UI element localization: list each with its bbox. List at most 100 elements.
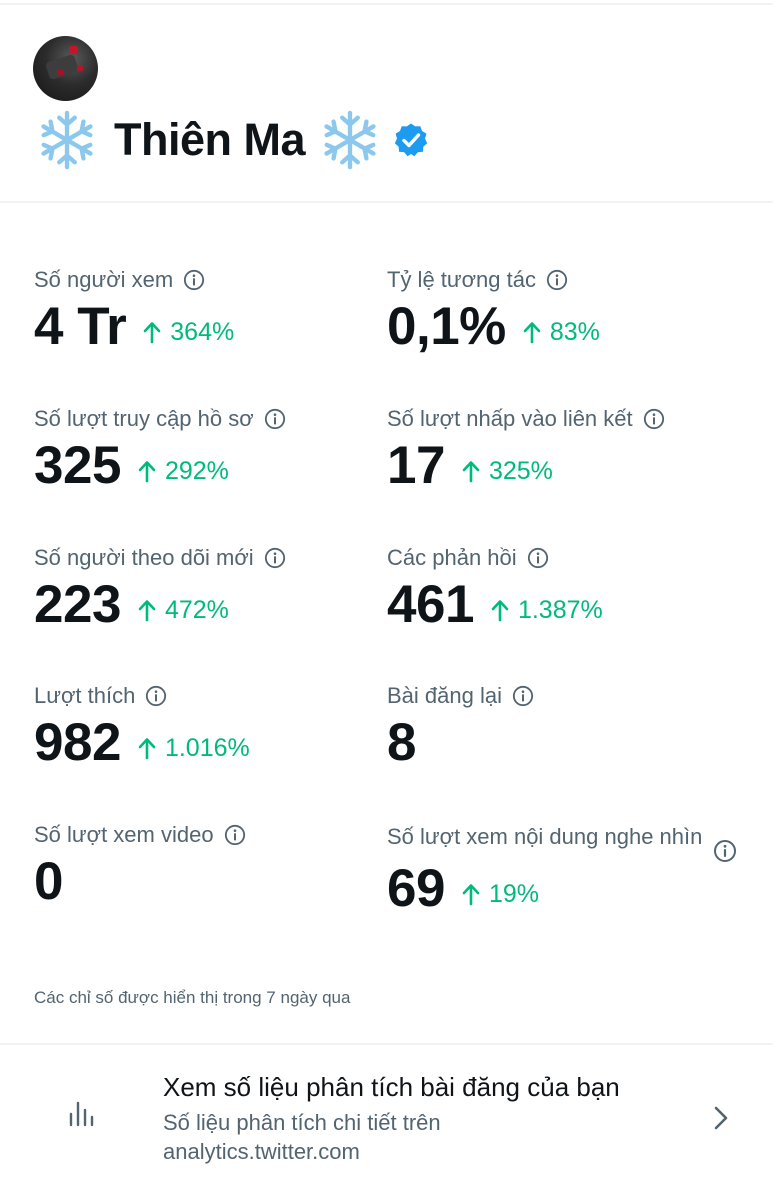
- metric-viewers: Số người xem 4 Tr 364%: [34, 267, 234, 359]
- metric-change: 292%: [137, 457, 229, 486]
- display-name: Thiên Ma: [114, 114, 306, 165]
- avatar-shape: [57, 70, 64, 75]
- metric-label: Số lượt nhấp vào liên kết: [387, 406, 633, 431]
- metric-label: Số lượt xem nội dung nghe nhìn: [387, 824, 703, 849]
- bar-chart-icon: [66, 1097, 98, 1129]
- arrow-up-icon: [522, 320, 542, 344]
- metric-change: 472%: [137, 596, 229, 625]
- metric-label: Lượt thích: [34, 683, 136, 708]
- metric-value-row: 223 472%: [34, 573, 286, 637]
- metric-label-row: Các phản hồi: [387, 545, 603, 571]
- metric-profile-visits: Số lượt truy cập hồ sơ 325 292%: [34, 406, 286, 498]
- promo-title[interactable]: Xem số liệu phân tích bài đăng của bạn: [163, 1072, 620, 1102]
- footnote: Các chỉ số được hiển thị trong 7 ngày qu…: [34, 988, 351, 1007]
- metric-value: 325: [34, 436, 121, 495]
- metric-change: 83%: [522, 318, 600, 347]
- metric-change-value: 19%: [488, 879, 539, 908]
- metric-value-row: 8: [387, 711, 534, 775]
- avatar-shape: [44, 53, 80, 81]
- metric-reposts: Bài đăng lại 8: [387, 683, 534, 775]
- avatar[interactable]: [33, 36, 98, 101]
- metric-value: 0,1%: [387, 297, 506, 356]
- snowflake-icon: [319, 109, 381, 171]
- metric-value-row: 4 Tr 364%: [34, 295, 234, 359]
- metric-link-clicks: Số lượt nhấp vào liên kết 17 325%: [387, 406, 665, 498]
- info-icon[interactable]: [546, 269, 568, 291]
- metric-change: 325%: [461, 457, 553, 486]
- info-icon[interactable]: [183, 269, 205, 291]
- arrow-up-icon: [142, 320, 162, 344]
- metric-label: Số lượt xem video: [34, 822, 214, 847]
- snowflake-icon: [36, 109, 98, 171]
- metric-value: 982: [34, 713, 121, 772]
- metric-new-followers: Số người theo dõi mới 223 472%: [34, 545, 286, 637]
- top-divider: [0, 3, 773, 5]
- metric-value: 4 Tr: [34, 297, 127, 356]
- info-icon[interactable]: [527, 547, 549, 569]
- metric-change: 1.016%: [137, 734, 250, 763]
- metric-label: Số người theo dõi mới: [34, 545, 254, 570]
- info-icon[interactable]: [264, 547, 286, 569]
- metric-value: 17: [387, 436, 445, 495]
- info-icon[interactable]: [264, 408, 286, 430]
- metric-label: Bài đăng lại: [387, 683, 502, 708]
- section-divider: [0, 1043, 773, 1045]
- metric-change-value: 364%: [170, 317, 235, 346]
- metric-value-row: 17 325%: [387, 434, 665, 498]
- metric-value: 69: [387, 859, 445, 918]
- metric-label-row: Số lượt nhấp vào liên kết: [387, 406, 665, 432]
- metric-value-row: 325 292%: [34, 434, 286, 498]
- metric-change: 1.387%: [490, 596, 603, 625]
- arrow-up-icon: [490, 598, 510, 622]
- metric-value-row: 461 1.387%: [387, 573, 603, 637]
- metric-change-value: 1.016%: [164, 733, 250, 762]
- metric-value-row: 0,1% 83%: [387, 295, 600, 359]
- metric-label-row: Số người theo dõi mới: [34, 545, 286, 571]
- metric-value: 461: [387, 575, 474, 634]
- chevron-right-icon[interactable]: [708, 1103, 734, 1133]
- info-icon[interactable]: [512, 685, 534, 707]
- info-icon[interactable]: [643, 408, 665, 430]
- metric-change-value: 1.387%: [517, 595, 603, 624]
- arrow-up-icon: [137, 459, 157, 483]
- avatar-shape: [77, 66, 83, 71]
- metric-media-views: Số lượt xem nội dung nghe nhìn 69 19%: [387, 822, 707, 921]
- metric-change: 19%: [461, 880, 539, 909]
- metric-video-views: Số lượt xem video 0: [34, 822, 246, 914]
- promo-subtitle: Số liệu phân tích chi tiết trên analytic…: [163, 1110, 441, 1164]
- metric-value-row: 982 1.016%: [34, 711, 250, 775]
- avatar-shape: [69, 46, 78, 54]
- metric-label-row: Tỷ lệ tương tác: [387, 267, 600, 293]
- metric-label: Số lượt truy cập hồ sơ: [34, 406, 254, 431]
- metric-value: 0: [34, 852, 63, 911]
- section-divider: [0, 201, 773, 203]
- metric-replies: Các phản hồi 461 1.387%: [387, 545, 603, 637]
- metric-label-row: Lượt thích: [34, 683, 250, 709]
- info-icon[interactable]: [713, 839, 737, 863]
- arrow-up-icon: [461, 459, 481, 483]
- metric-likes: Lượt thích 982 1.016%: [34, 683, 250, 775]
- metric-label: Các phản hồi: [387, 545, 517, 570]
- arrow-up-icon: [461, 882, 481, 906]
- metric-value-row: 0: [34, 850, 246, 914]
- metric-change: 364%: [142, 318, 234, 347]
- metric-label-row: Số lượt xem video: [34, 822, 246, 848]
- metric-value: 8: [387, 713, 416, 772]
- metric-change-value: 292%: [164, 456, 229, 485]
- name-row: Thiên Ma: [36, 105, 429, 175]
- metric-value-row: 69 19%: [387, 857, 707, 921]
- metric-change-value: 83%: [549, 317, 600, 346]
- verified-badge-icon: [393, 122, 429, 158]
- metric-label-row: Bài đăng lại: [387, 683, 534, 709]
- metric-value: 223: [34, 575, 121, 634]
- metric-label-row: Số lượt truy cập hồ sơ: [34, 406, 286, 432]
- info-icon[interactable]: [145, 685, 167, 707]
- info-icon[interactable]: [224, 824, 246, 846]
- metric-label: Số người xem: [34, 267, 174, 292]
- metric-label: Tỷ lệ tương tác: [387, 267, 536, 292]
- metric-change-value: 325%: [488, 456, 553, 485]
- arrow-up-icon: [137, 598, 157, 622]
- metric-change-value: 472%: [164, 595, 229, 624]
- metric-label-row: Số người xem: [34, 267, 234, 293]
- metric-engagement-rate: Tỷ lệ tương tác 0,1% 83%: [387, 267, 600, 359]
